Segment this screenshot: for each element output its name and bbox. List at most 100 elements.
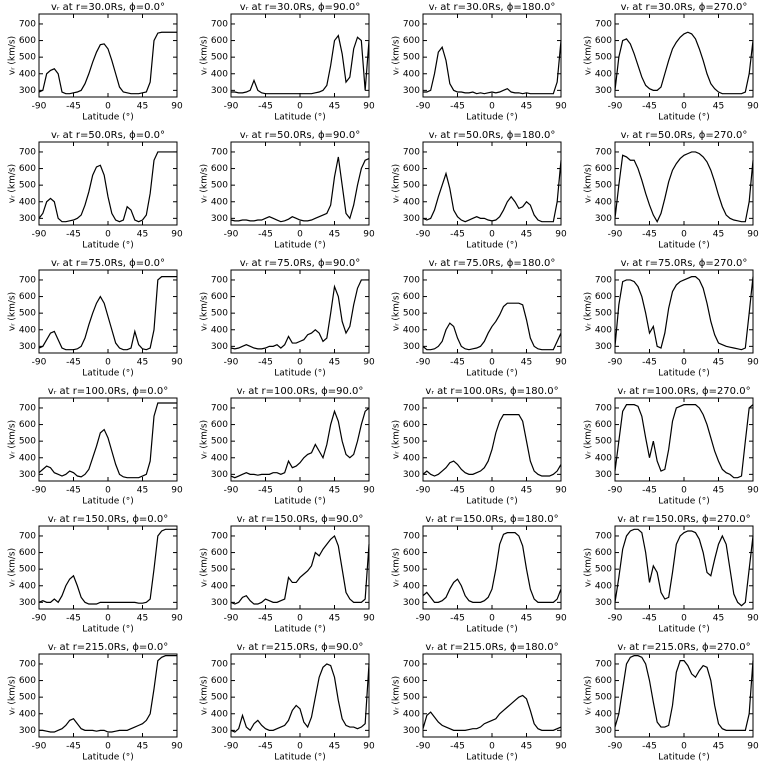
- y-tick-label: 700: [595, 531, 612, 541]
- x-tick-label: 45: [137, 102, 148, 112]
- panel-title: vᵣ at r=50.0Rs, ϕ=180.0°: [429, 130, 556, 141]
- x-tick-label: 0: [297, 102, 303, 112]
- y-tick-label: 300: [595, 214, 612, 224]
- y-tick-label: 400: [595, 325, 612, 335]
- y-axis-label: vᵣ (km/s): [392, 548, 402, 587]
- y-tick-label: 500: [19, 309, 36, 319]
- x-tick-label: -90: [32, 102, 47, 112]
- y-axis-label: vᵣ (km/s): [200, 548, 210, 587]
- x-tick-label: 45: [329, 230, 340, 240]
- y-tick-label: 600: [403, 676, 420, 686]
- y-tick-label: 600: [403, 292, 420, 302]
- x-tick-label: 45: [329, 614, 340, 624]
- y-tick-label: 600: [19, 292, 36, 302]
- y-axis-label: vᵣ (km/s): [8, 548, 18, 587]
- x-tick-label: 0: [681, 102, 687, 112]
- x-tick-label: -45: [66, 102, 81, 112]
- data-line: [38, 31, 177, 95]
- data-line: [230, 407, 370, 479]
- data-line: [230, 663, 370, 733]
- data-line: [422, 160, 562, 223]
- x-tick-label: -45: [66, 742, 81, 752]
- y-axis-label: vᵣ (km/s): [200, 164, 210, 203]
- x-tick-label: -45: [450, 742, 465, 752]
- x-tick-label: -90: [608, 486, 623, 496]
- data-line: [38, 151, 177, 223]
- y-tick-label: 400: [595, 453, 612, 463]
- panel-title: vᵣ at r=75.0Rs, ϕ=90.0°: [240, 258, 360, 269]
- y-tick-label: 500: [211, 181, 228, 191]
- y-tick-label: 600: [19, 676, 36, 686]
- x-tick-label: -90: [32, 742, 47, 752]
- plot-frame: [38, 269, 178, 354]
- x-tick-label: 0: [297, 614, 303, 624]
- x-tick-label: -90: [608, 614, 623, 624]
- panel-title: vᵣ at r=150.0Rs, ϕ=90.0°: [237, 514, 364, 525]
- x-tick-label: -90: [608, 742, 623, 752]
- y-tick-label: 700: [211, 531, 228, 541]
- y-tick-label: 600: [211, 420, 228, 430]
- y-tick-label: 600: [211, 292, 228, 302]
- x-tick-label: 90: [171, 614, 183, 624]
- y-tick-label: 300: [211, 470, 228, 480]
- y-tick-label: 500: [595, 437, 612, 447]
- plot-frame: [38, 653, 178, 738]
- y-tick-label: 500: [595, 309, 612, 319]
- y-tick-label: 600: [595, 36, 612, 46]
- x-tick-label: -90: [416, 614, 431, 624]
- x-tick-label: -90: [32, 358, 47, 368]
- x-tick-label: 90: [363, 742, 375, 752]
- x-tick-label: -45: [642, 358, 657, 368]
- y-tick-label: 300: [403, 726, 420, 736]
- x-axis-label: Latitude (°): [82, 753, 133, 763]
- y-axis-label: vᵣ (km/s): [392, 420, 402, 459]
- x-tick-label: -45: [642, 486, 657, 496]
- y-tick-label: 400: [403, 197, 420, 207]
- x-tick-label: -45: [66, 614, 81, 624]
- data-line: [614, 528, 754, 607]
- plot-frame: [422, 653, 562, 738]
- x-tick-label: -90: [416, 486, 431, 496]
- panel-title: vᵣ at r=30.0Rs, ϕ=0.0°: [51, 2, 165, 13]
- x-tick-label: -45: [450, 230, 465, 240]
- y-tick-label: 700: [403, 403, 420, 413]
- y-tick-label: 500: [211, 309, 228, 319]
- x-axis-label: Latitude (°): [274, 241, 325, 251]
- x-tick-label: 90: [555, 614, 567, 624]
- data-line: [614, 151, 754, 223]
- x-tick-label: -45: [258, 486, 273, 496]
- panel-title: vᵣ at r=75.0Rs, ϕ=0.0°: [51, 258, 165, 269]
- y-tick-label: 700: [211, 275, 228, 285]
- x-tick-label: 90: [363, 102, 375, 112]
- y-tick-label: 500: [211, 693, 228, 703]
- x-axis-label: Latitude (°): [658, 369, 709, 379]
- x-tick-label: -90: [224, 230, 239, 240]
- y-tick-label: 400: [19, 197, 36, 207]
- y-tick-label: 600: [403, 164, 420, 174]
- y-axis-label: vᵣ (km/s): [8, 292, 18, 331]
- data-line: [230, 279, 369, 350]
- data-line: [422, 302, 562, 351]
- x-tick-label: 90: [555, 230, 567, 240]
- y-axis-label: vᵣ (km/s): [200, 420, 210, 459]
- plot-frame: [230, 397, 370, 482]
- y-axis-label: vᵣ (km/s): [392, 36, 402, 75]
- y-tick-label: 400: [403, 453, 420, 463]
- x-tick-label: 90: [555, 358, 567, 368]
- data-line: [422, 532, 562, 603]
- y-tick-label: 600: [403, 420, 420, 430]
- y-tick-label: 500: [403, 309, 420, 319]
- x-tick-label: -45: [450, 102, 465, 112]
- x-tick-label: -90: [224, 614, 239, 624]
- data-line: [422, 414, 562, 477]
- y-tick-label: 300: [211, 86, 228, 96]
- x-tick-label: 45: [137, 486, 148, 496]
- y-tick-label: 300: [403, 470, 420, 480]
- x-tick-label: -90: [416, 102, 431, 112]
- x-tick-label: -45: [450, 486, 465, 496]
- x-tick-label: 45: [713, 614, 724, 624]
- panel-title: vᵣ at r=150.0Rs, ϕ=270.0°: [617, 514, 750, 525]
- x-tick-label: 45: [137, 742, 148, 752]
- panel-title: vᵣ at r=30.0Rs, ϕ=270.0°: [621, 2, 748, 13]
- x-axis-label: Latitude (°): [82, 241, 133, 251]
